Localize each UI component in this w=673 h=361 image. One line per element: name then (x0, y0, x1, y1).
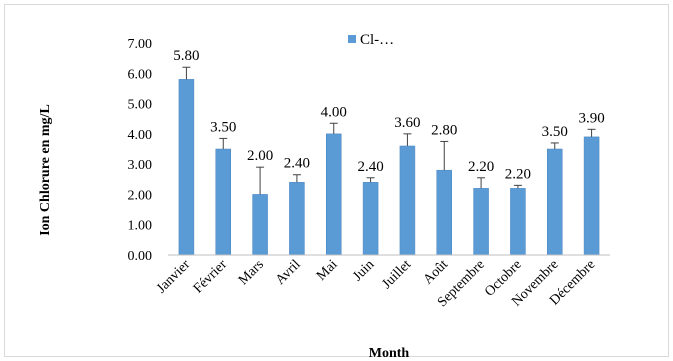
bar (436, 169, 452, 256)
data-label: 3.60 (394, 115, 420, 131)
data-label: 5.80 (173, 48, 199, 64)
bar (399, 145, 416, 256)
bar (178, 79, 195, 256)
bar (289, 182, 305, 256)
legend: Cl-… (348, 32, 394, 48)
x-tick-label: Juin (350, 257, 377, 284)
x-tick-label: Juillet (379, 257, 414, 292)
y-tick-label: 6.00 (128, 67, 153, 82)
x-axis-title: Month (369, 346, 410, 361)
y-tick-label: 1.00 (128, 219, 153, 234)
bar (510, 188, 526, 256)
bar (326, 133, 342, 256)
x-tick-label: Mai (314, 257, 341, 284)
y-tick-label: 2.00 (128, 188, 153, 203)
data-label: 4.00 (321, 104, 347, 120)
x-tick-label: Août (421, 257, 451, 287)
data-label: 2.00 (247, 148, 273, 164)
bar (583, 136, 600, 256)
bar (362, 182, 379, 256)
bar (252, 194, 268, 256)
bar (547, 148, 563, 256)
y-tick-label: 5.00 (128, 98, 153, 113)
y-tick-label: 3.00 (128, 158, 153, 173)
data-label: 3.90 (578, 110, 604, 126)
y-tick-label: 7.00 (128, 37, 153, 52)
bar (215, 148, 231, 256)
data-label: 2.80 (431, 122, 457, 138)
data-label: 3.50 (542, 124, 568, 140)
data-label: 2.40 (284, 156, 310, 172)
bar (473, 188, 489, 256)
x-tick-label: Mars (236, 257, 267, 288)
legend-label: Cl-… (360, 32, 394, 48)
data-label: 2.40 (357, 159, 383, 175)
legend-swatch (348, 35, 356, 43)
y-tick-label: 0.00 (128, 249, 153, 264)
x-tick-label: Février (191, 257, 230, 296)
data-label: 3.50 (210, 119, 236, 135)
x-tick-label: Janvier (154, 257, 193, 296)
y-tick-label: 4.00 (128, 128, 153, 143)
data-label: 2.20 (505, 166, 531, 182)
data-label: 2.20 (468, 159, 494, 175)
y-axis-title: Ion Chlorure en mg/L (38, 104, 53, 236)
x-tick-label: Avril (273, 257, 304, 288)
